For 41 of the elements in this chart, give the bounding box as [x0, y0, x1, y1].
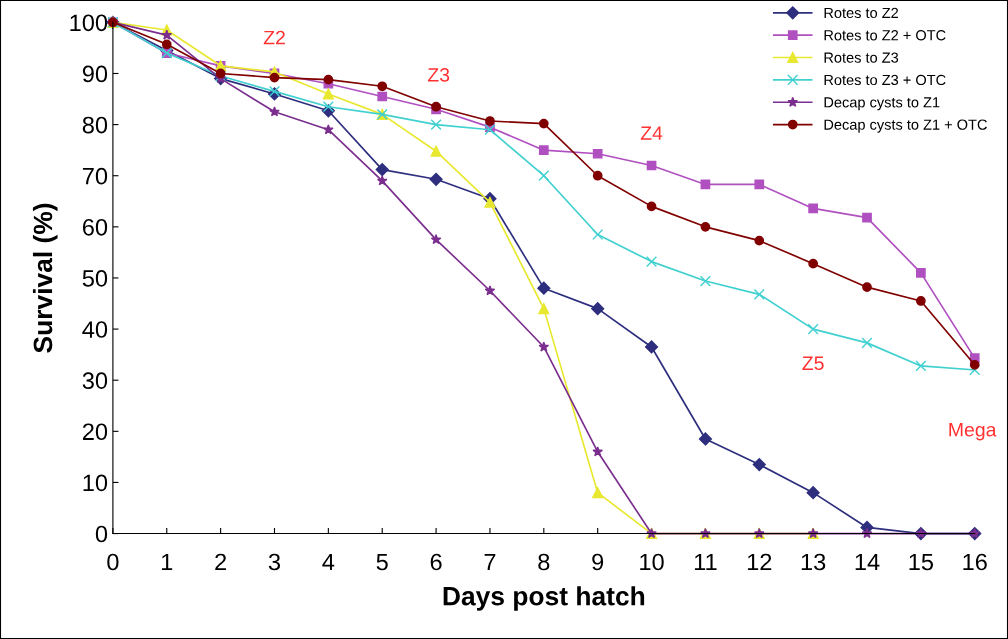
x-tick-label: 4: [322, 553, 335, 571]
x-tick-label: 14: [855, 553, 880, 571]
x-tick-label: 12: [747, 553, 772, 571]
x-tick-label: 8: [538, 553, 550, 571]
y-tick-label: 40: [82, 321, 108, 338]
x-tick-label: 9: [592, 553, 604, 571]
legend-label: Rotes to Z3: [824, 52, 899, 63]
x-tick-label: 15: [909, 553, 934, 571]
y-tick-label: 60: [82, 218, 108, 236]
y-tick-label: 80: [82, 116, 108, 134]
y-tick-label: 20: [82, 423, 108, 441]
annotation: Z4: [640, 126, 663, 140]
legend-label: Decap cysts to Z1: [824, 97, 940, 111]
y-tick-label: 50: [82, 270, 108, 287]
y-tick-label: 30: [82, 372, 108, 389]
y-axis-title: Survival (%): [32, 203, 58, 353]
x-tick-label: 5: [376, 553, 388, 571]
y-tick-label: 100: [70, 14, 108, 32]
annotation: Z5: [802, 356, 824, 371]
y-tick-label: 70: [82, 167, 108, 185]
x-tick-label: 6: [430, 553, 442, 571]
legend-label: Decap cysts to Z1 + OTC: [824, 119, 987, 133]
annotation: Z2: [263, 30, 285, 45]
x-axis-title: Days post hatch: [443, 586, 645, 611]
legend-label: Rotes to Z2 + OTC: [824, 30, 946, 41]
x-tick-label: 3: [268, 553, 281, 571]
y-tick-label: 10: [83, 474, 108, 492]
x-tick-label: 1: [162, 553, 173, 571]
x-tick-label: 11: [694, 553, 717, 571]
x-tick-label: 0: [107, 553, 119, 571]
x-tick-label: 10: [640, 553, 664, 571]
y-tick-label: 0: [95, 525, 108, 543]
annotation: Z3: [427, 68, 450, 82]
y-tick-label: 90: [82, 65, 108, 83]
x-tick-label: 16: [963, 553, 987, 571]
x-tick-label: 7: [484, 553, 496, 571]
legend-label: Rotes to Z2: [824, 7, 899, 19]
x-tick-label: 13: [801, 553, 826, 571]
x-tick-label: 2: [215, 553, 227, 571]
annotation: Mega: [949, 422, 997, 441]
legend-label: Rotes to Z3 + OTC: [824, 74, 946, 86]
